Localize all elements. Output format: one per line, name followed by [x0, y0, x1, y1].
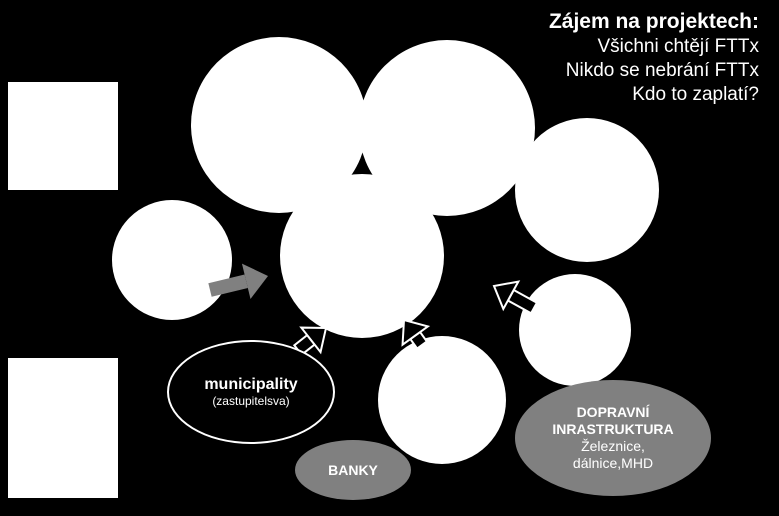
- diagram-canvas: { "canvas": { "width": 779, "height": 51…: [0, 0, 779, 516]
- municipality-label: municipality: [204, 375, 297, 394]
- banky-label: BANKY: [328, 462, 378, 479]
- dopravni-line2: INRASTRUKTURA: [552, 421, 673, 438]
- dopravni-line1: DOPRAVNÍ: [577, 404, 650, 421]
- municipality-sublabel: (zastupitelsva): [212, 394, 289, 408]
- municipality-ellipse: municipality (zastupitelsva): [167, 340, 335, 444]
- banky-ellipse: BANKY: [295, 440, 411, 500]
- dopravni-line3: Železnice,: [581, 438, 645, 455]
- dopravni-line4: dálnice,MHD: [573, 455, 653, 472]
- dopravni-ellipse: DOPRAVNÍ INRASTRUKTURA Železnice, dálnic…: [515, 380, 711, 496]
